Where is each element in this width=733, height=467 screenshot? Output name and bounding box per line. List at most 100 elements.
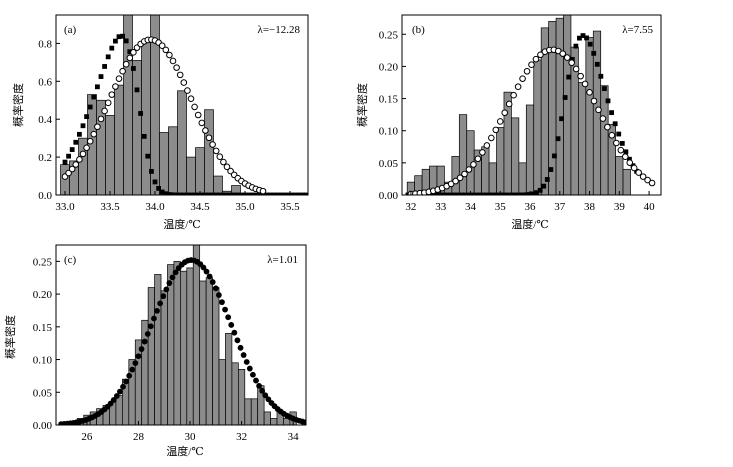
curve-marker-circle <box>604 123 611 131</box>
histogram-bar <box>173 261 181 425</box>
histogram-bar <box>436 165 445 195</box>
histogram-bar <box>525 104 535 195</box>
curve-marker-circle <box>205 134 213 142</box>
curve-marker-square <box>174 192 179 195</box>
curve-marker-square <box>480 192 486 195</box>
histogram-bar <box>192 245 201 425</box>
curve-marker-dot <box>240 352 247 358</box>
histogram-bar <box>147 287 155 425</box>
panel-a-x-label: 温度/℃ <box>163 217 200 231</box>
histogram-bar <box>96 99 106 195</box>
curve-marker-circle <box>581 80 589 88</box>
histogram-bar <box>212 287 220 425</box>
panel-c-y-label: 概率密度 <box>3 315 17 359</box>
curve-marker-circle <box>83 144 90 152</box>
curve-marker-dot <box>141 338 148 345</box>
histogram-bar <box>199 280 207 425</box>
y-tick-label: 0.20 <box>379 61 399 73</box>
curve-marker-dot <box>203 268 210 275</box>
curve-marker-circle <box>648 179 656 187</box>
curve-marker-square <box>587 41 593 47</box>
panel-b-bars <box>406 15 631 195</box>
curve-marker-circle <box>630 164 638 172</box>
curve-marker-square <box>145 153 151 159</box>
curve-marker-square <box>181 192 187 195</box>
panel-c-lambda: λ=1.01 <box>267 254 298 266</box>
y-tick-label: 0.4 <box>38 114 52 126</box>
curve-marker-dot <box>231 329 238 336</box>
curve-marker-square <box>131 66 136 71</box>
curve-marker-square <box>548 167 554 172</box>
x-tick-label: 35.5 <box>280 201 300 213</box>
curve-marker-circle <box>510 91 517 99</box>
curve-marker-square <box>275 192 280 195</box>
curve-marker-square <box>120 33 125 39</box>
curve-marker-circle <box>470 161 477 168</box>
curve-marker-circle <box>586 89 593 96</box>
curve-marker-circle <box>166 51 173 59</box>
curve-marker-circle <box>456 174 464 182</box>
histogram-bar <box>231 185 241 195</box>
curve-marker-square <box>246 192 251 195</box>
curve-marker-circle <box>465 166 473 173</box>
curve-marker-square <box>249 192 255 195</box>
curve-marker-circle <box>621 153 629 161</box>
curve-marker-square <box>66 153 71 159</box>
x-tick-label: 30 <box>185 431 197 443</box>
histogram-bar <box>180 270 188 425</box>
curve-marker-circle <box>505 100 513 108</box>
curve-marker-square <box>541 183 547 189</box>
curve-marker-dot <box>172 269 179 276</box>
curve-marker-square <box>444 192 450 195</box>
histogram-bar <box>244 398 252 425</box>
curve-marker-dot <box>151 315 157 322</box>
curve-marker-square <box>512 192 518 195</box>
curve-marker-square <box>163 191 169 195</box>
curve-marker-circle <box>115 75 123 82</box>
curve-marker-circle <box>590 97 598 105</box>
curve-marker-circle <box>176 71 184 79</box>
histogram-bar <box>87 94 97 195</box>
curve-marker-circle <box>639 173 647 180</box>
curve-marker-square <box>95 84 100 90</box>
histogram-bar <box>225 333 233 425</box>
panel-c-x-label: 温度/℃ <box>166 444 203 458</box>
curve-marker-circle <box>532 55 540 63</box>
curve-marker-square <box>62 159 68 165</box>
histogram-bar <box>132 60 142 195</box>
curve-marker-square <box>523 192 529 195</box>
curve-marker-square <box>84 114 89 120</box>
histogram-bar <box>186 156 196 195</box>
curve-marker-square <box>566 74 572 80</box>
histogram-bar <box>114 84 124 195</box>
x-tick-label: 40 <box>644 201 656 213</box>
histogram-bar <box>213 175 223 195</box>
curve-marker-dot <box>117 388 123 395</box>
curve-marker-square <box>210 192 215 195</box>
curve-marker-circle <box>212 147 220 155</box>
curve-marker-square <box>598 73 604 79</box>
curve-marker-dot <box>163 286 170 293</box>
curve-marker-square <box>141 133 147 139</box>
curve-marker-square <box>498 192 504 195</box>
curve-marker-square <box>156 185 161 191</box>
curve-marker-circle <box>528 61 535 69</box>
y-tick-label: 0.10 <box>33 355 53 367</box>
curve-marker-circle <box>90 130 98 138</box>
curve-marker-square <box>300 192 305 195</box>
curve-marker-square <box>253 192 259 195</box>
y-tick-label: 0.05 <box>33 387 53 399</box>
curve-marker-square <box>221 192 226 195</box>
curve-marker-square <box>282 192 287 195</box>
curve-marker-square <box>494 192 500 195</box>
curve-marker-dot <box>250 371 256 378</box>
histogram-bar <box>177 90 187 195</box>
curve-marker-square <box>167 192 172 195</box>
y-tick-label: 0.10 <box>379 126 399 138</box>
curve-marker-square <box>516 192 522 195</box>
curve-marker-square <box>437 192 443 195</box>
curve-marker-circle <box>479 149 486 156</box>
panel-a: (a) λ=−12.28 温度/℃ 概率密度 33.0 33.5 34.0 34.5 3… <box>11 14 309 231</box>
curve-marker-square <box>466 192 472 195</box>
